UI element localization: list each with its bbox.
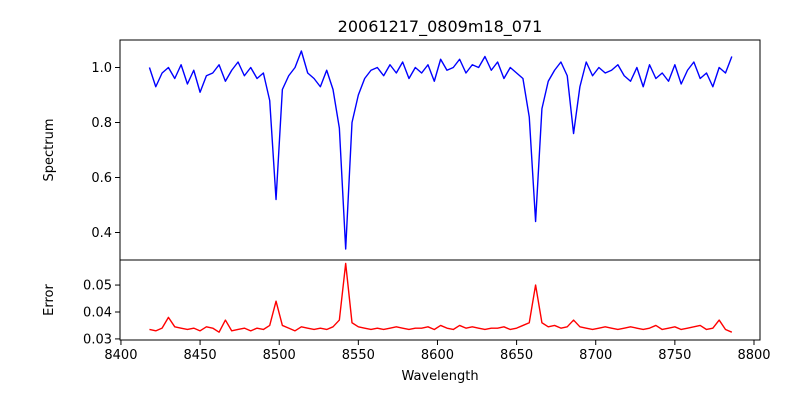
x-axis-label: Wavelength — [401, 369, 478, 384]
chart-title: 20061217_0809m18_071 — [338, 17, 543, 37]
x-tick-label: 8800 — [737, 348, 770, 363]
error-axes-frame — [119, 259, 761, 341]
y-tick-label: 1.0 — [91, 61, 112, 76]
x-tick-label: 8550 — [342, 348, 375, 363]
y-tick-label: 0.05 — [83, 279, 112, 294]
spectrum-axes-frame — [119, 39, 761, 261]
y-tick-label: 0.6 — [91, 171, 112, 186]
x-tick-label: 8750 — [658, 348, 691, 363]
error-panel: 0.03 0.04 0.05 8400 8450 8500 8550 8600 8650 8700… — [83, 259, 771, 363]
y-tick-label: 0.04 — [83, 305, 112, 320]
y-tick-label: 0.8 — [91, 116, 112, 131]
x-tick-label: 8700 — [579, 348, 612, 363]
spectrum-panel: 0.4 0.6 0.8 1.0 — [91, 39, 761, 261]
x-tick-label: 8450 — [184, 348, 217, 363]
x-tick-label: 8650 — [500, 348, 533, 363]
y-tick-label: 0.4 — [91, 226, 112, 241]
y-tick-label: 0.03 — [83, 332, 112, 347]
error-series-line — [149, 262, 733, 333]
x-tick-label: 8400 — [104, 348, 137, 363]
spectrum-series-line — [148, 50, 733, 250]
y-axis-label-spectrum: Spectrum — [42, 119, 57, 182]
y-axis-label-error: Error — [42, 284, 57, 316]
x-tick-label: 8600 — [421, 348, 454, 363]
x-tick-label: 8500 — [263, 348, 296, 363]
